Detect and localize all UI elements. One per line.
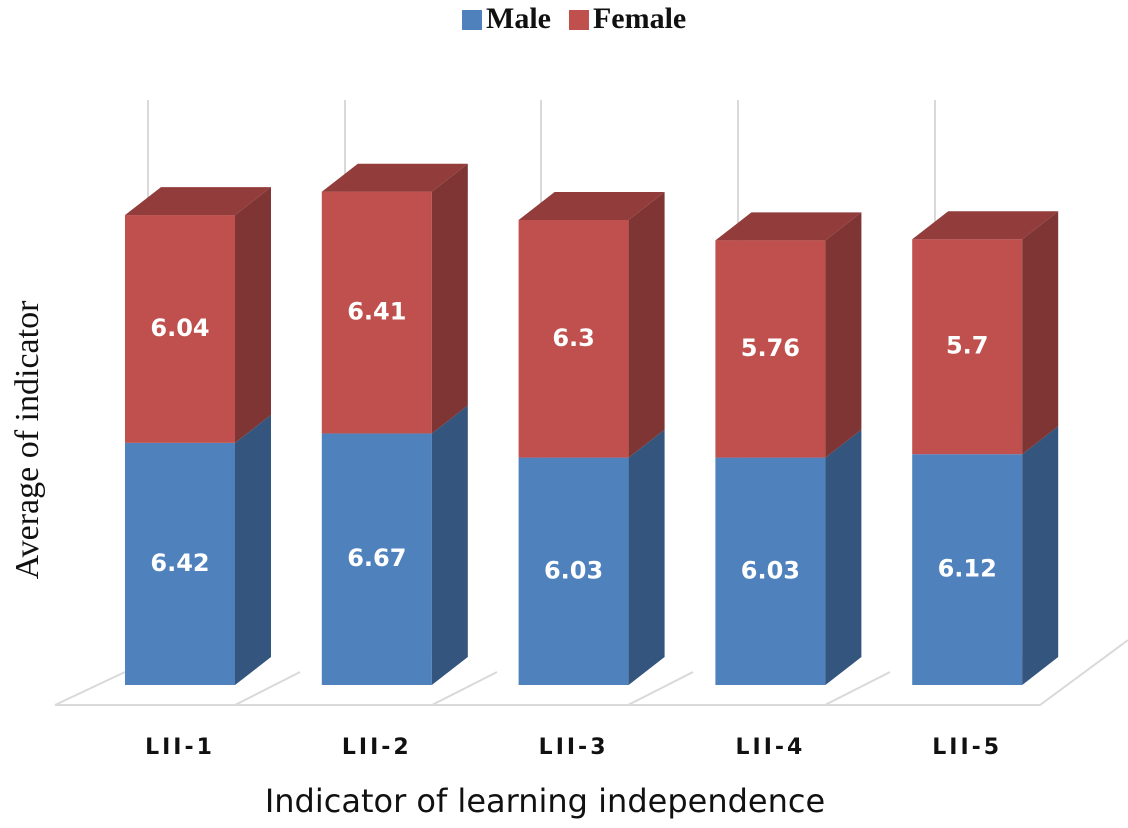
data-label: 6.03 [544, 556, 603, 584]
bar-front [912, 239, 1023, 455]
x-axis-label: Indicator of learning independence [265, 782, 825, 820]
x-tick-label: LII-4 [735, 735, 805, 760]
x-tick-label: LII-2 [342, 735, 412, 760]
bar-side [825, 212, 862, 458]
data-label: 6.41 [347, 298, 406, 326]
bar-side [235, 414, 271, 685]
legend-label: Male [486, 2, 551, 35]
legend-label: Female [593, 2, 686, 35]
bar-front [321, 191, 432, 434]
bar-front [715, 240, 826, 458]
data-label: 6.42 [150, 549, 209, 577]
data-label: 5.76 [741, 334, 800, 362]
data-label: 6.67 [347, 544, 406, 572]
bar-front [125, 215, 235, 443]
data-label: 6.12 [938, 555, 997, 583]
data-label: 6.3 [552, 324, 595, 352]
data-label: 6.03 [741, 556, 800, 584]
y-axis-label: Average of indicator [9, 300, 46, 579]
data-label: 5.7 [946, 332, 989, 360]
x-tick-label: LII-1 [145, 735, 215, 760]
bar-side [628, 191, 665, 458]
bar-front [518, 219, 629, 458]
bar-top [518, 191, 665, 220]
x-tick-label: LII-3 [539, 735, 609, 760]
bar-front [518, 457, 629, 685]
bar-front [715, 457, 826, 685]
bar-front [321, 433, 432, 685]
bar-top [912, 211, 1059, 240]
bar-side [825, 429, 862, 685]
bar-side [431, 163, 468, 434]
bar-side [628, 429, 665, 685]
bar-side [1022, 426, 1059, 685]
bar-top [321, 163, 468, 192]
bar-top [125, 187, 271, 216]
bar-front [912, 454, 1023, 685]
data-label: 6.04 [150, 314, 209, 342]
bar-side [1022, 211, 1059, 455]
bar-side [235, 187, 271, 443]
legend-swatch [462, 10, 482, 30]
bar-side [431, 405, 468, 685]
x-tick-label: LII-5 [932, 735, 1002, 760]
bar-top [715, 212, 862, 241]
legend-swatch [568, 10, 589, 30]
bar-front [125, 442, 235, 685]
